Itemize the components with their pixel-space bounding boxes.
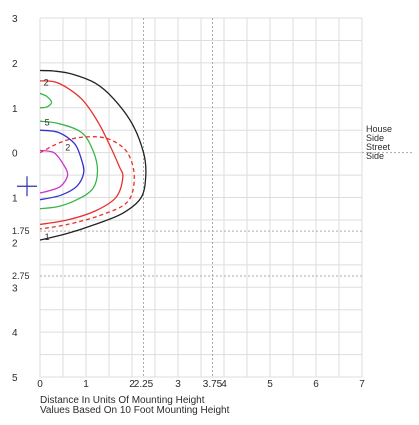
y-tick-label: 4: [12, 328, 18, 339]
y-tick-label-fraction: 1.75: [12, 226, 30, 236]
contours: [39, 69, 147, 241]
x-tick-label: 1: [83, 379, 89, 390]
x-tick-label: 7: [359, 379, 365, 390]
y-tick-label: 1: [12, 104, 18, 115]
contour-line: [39, 69, 147, 241]
y-tick-label: 1: [12, 194, 18, 205]
side-label: House: [366, 124, 392, 134]
contour-labels: 2 5 2 1: [44, 77, 71, 242]
side-label: Street: [366, 142, 391, 152]
x-tick-label: 3.75: [203, 379, 223, 390]
dashed-guides: [40, 18, 412, 377]
contour-line: [39, 120, 99, 210]
side-label: Side: [366, 133, 384, 143]
x-axis-label: Distance In Units Of Mounting Height: [40, 395, 205, 406]
contour-label: 2: [44, 77, 49, 87]
y-tick-label: 3: [12, 283, 18, 294]
x-tick-label: 2.25: [134, 379, 154, 390]
grid: [39, 17, 363, 378]
x-tick-label: 3: [175, 379, 181, 390]
x-tick-label: 0: [37, 379, 43, 390]
x-tick-label: 5: [267, 379, 273, 390]
contour-line: [39, 129, 85, 201]
x-tick-label: 4: [221, 379, 227, 390]
y-tick-label: 2: [12, 238, 18, 249]
y-tick-label: 5: [12, 373, 18, 384]
contour-label: 2: [65, 142, 70, 152]
contour-line: [39, 92, 53, 109]
contour-line: [39, 80, 124, 226]
x-tick-label: 2: [129, 379, 135, 390]
contour-dashed: [39, 136, 135, 230]
y-tick-label: 0: [12, 149, 18, 160]
luminaire-marker: [17, 176, 37, 197]
y-tick-label: 3: [12, 14, 18, 25]
contour-label: 1: [45, 232, 50, 242]
footnote: Values Based On 10 Foot Mounting Height: [40, 405, 230, 416]
side-label: Side: [366, 151, 384, 161]
y-tick-label: 2: [12, 59, 18, 70]
y-tick-label-fraction: 2.75: [12, 271, 30, 281]
x-tick-label: 6: [313, 379, 319, 390]
contour-line: [39, 149, 69, 194]
contour-label: 5: [45, 118, 50, 128]
